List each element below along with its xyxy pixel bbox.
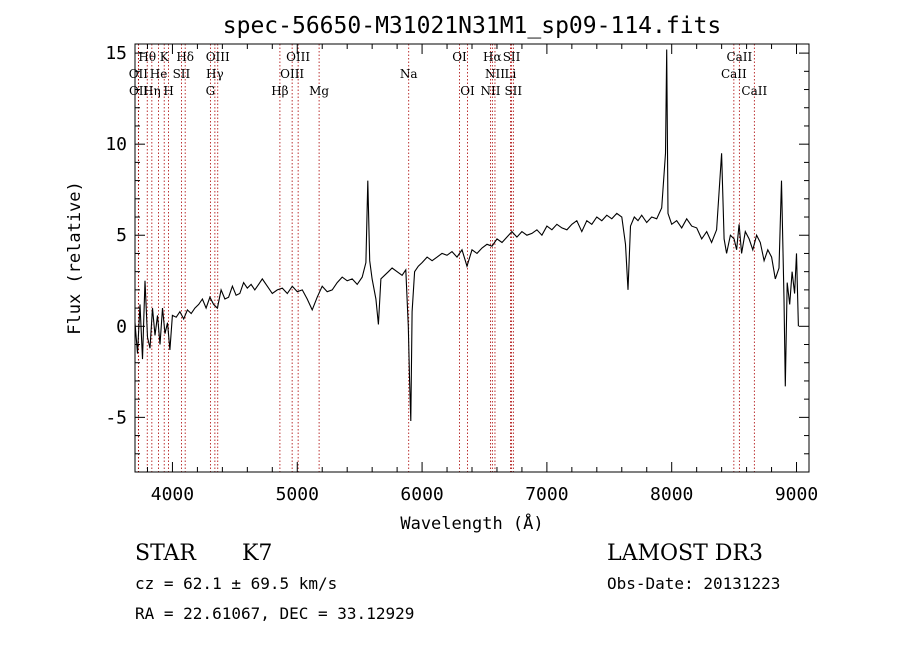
line-label: SII [173,67,191,81]
line-label: Na [400,67,418,81]
line-markers [137,44,755,472]
line-label: OI [460,84,475,98]
line-label: SII [504,84,522,98]
line-label: G [206,84,216,98]
line-label: OI [452,50,467,64]
line-label: K [160,50,170,64]
y-tick-label: 0 [116,316,127,337]
line-label: Hγ [206,67,224,81]
line-label: Hβ [271,84,288,98]
coords-text: RA = 22.61067, DEC = 33.12929 [135,604,414,623]
x-tick-label: 9000 [775,484,818,505]
object-class: STAR [135,541,197,566]
object-subclass: K7 [242,541,272,566]
line-label: Hθ [138,50,156,64]
x-tick-label: 6000 [400,484,443,505]
x-tick-label: 5000 [276,484,319,505]
redshift-text: cz = 62.1 ± 69.5 km/s [135,574,337,593]
y-axis: -5 0 5 10 15 [105,43,809,455]
y-tick-label: 15 [105,43,127,64]
line-label: CaII [726,50,752,64]
line-label: CaII [721,67,747,81]
x-tick-label: 4000 [151,484,194,505]
line-label: OIII [206,50,230,64]
x-axis-label: Wavelength (Å) [400,512,543,534]
line-label: Hη [143,84,161,98]
survey-name: LAMOST DR3 [607,541,763,566]
line-label: Mg [309,84,329,98]
line-label: NII [485,67,505,81]
line-label: NII [480,84,500,98]
line-label: H [163,84,173,98]
line-label: Hα [483,50,502,64]
x-tick-label: 8000 [650,484,693,505]
plot-frame [134,43,810,473]
line-label: SII [503,50,521,64]
y-tick-label: -5 [105,407,127,428]
line-label: CaII [741,84,767,98]
line-label: OII [129,67,149,81]
line-label: OIII [280,67,304,81]
line-label: OIII [286,50,310,64]
y-axis-label: Flux (relative) [65,181,85,335]
y-tick-label: 5 [116,225,127,246]
line-label: He [150,67,168,81]
line-label: Li [505,67,517,81]
line-label: OII [129,84,149,98]
x-axis: 4000 5000 6000 7000 8000 9000 [146,44,818,505]
chart-title: spec-56650-M31021N31M1_sp09-114.fits [223,13,722,39]
spectrum-line [134,49,799,422]
line-label: Hδ [176,50,194,64]
x-tick-label: 7000 [525,484,568,505]
obs-date-text: Obs-Date: 20131223 [607,574,780,593]
y-tick-label: 10 [105,134,127,155]
